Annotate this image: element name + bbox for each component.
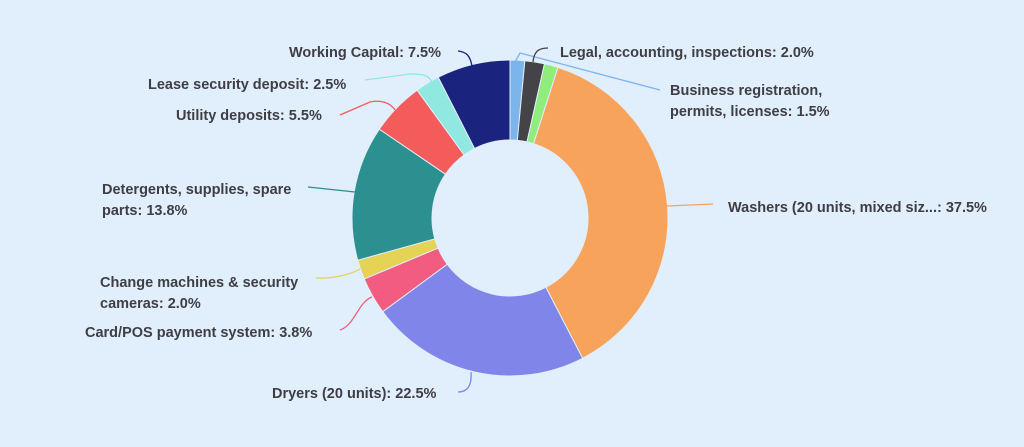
leader-line: [666, 203, 714, 207]
slice-label: Washers (20 units, mixed siz...: 37.5%: [728, 200, 987, 216]
donut-slice[interactable]: [382, 263, 584, 377]
slice-label: Detergents, supplies, spare parts: 13.8%: [102, 182, 291, 219]
donut-slice[interactable]: [533, 66, 669, 360]
leader-line: [339, 100, 396, 116]
leader-line: [364, 73, 433, 83]
leader-line: [532, 47, 549, 63]
slice-label: Business registration, permits, licenses:…: [670, 83, 830, 120]
slice-label: Lease security deposit: 2.5%: [148, 77, 346, 93]
donut-slices: [351, 59, 669, 377]
leader-line: [514, 52, 661, 91]
leader-line: [315, 268, 361, 279]
slice-label: Working Capital: 7.5%: [289, 45, 441, 61]
slice-label: Dryers (20 units): 22.5%: [272, 386, 437, 402]
donut-slice[interactable]: [437, 59, 511, 150]
leader-line: [457, 371, 472, 393]
slice-label: Legal, accounting, inspections: 2.0%: [560, 45, 814, 61]
slice-labels: Business registration, permits, licenses:…: [85, 45, 987, 402]
leader-line: [307, 186, 356, 193]
slice-label: Utility deposits: 5.5%: [176, 108, 322, 124]
leader-line: [457, 50, 473, 67]
leader-line: [339, 296, 373, 331]
slice-label: Change machines & security cameras: 2.0%: [100, 275, 298, 312]
slice-label: Card/POS payment system: 3.8%: [85, 325, 312, 341]
leader-lines: [307, 47, 714, 393]
